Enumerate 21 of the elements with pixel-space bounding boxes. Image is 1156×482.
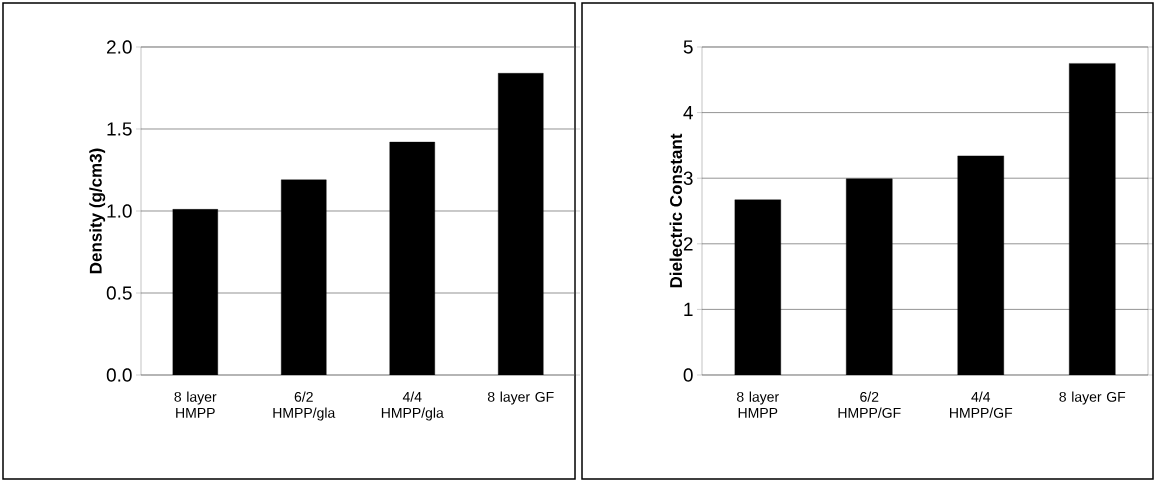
y-tick-label: 2	[683, 237, 693, 251]
x-tick-label: 8 layer GF	[1059, 391, 1126, 405]
x-tick-label: 4/4 HMPP/GF	[950, 391, 1013, 418]
y-axis-title: Density (g/cm3)	[89, 148, 106, 274]
x-tick-label: 8 layer HMPP	[174, 391, 217, 418]
x-tick-label: 6/2 HMPP/gla	[273, 391, 336, 421]
y-tick-label: 1.0	[107, 204, 132, 218]
y-tick-label: 1	[684, 302, 693, 316]
y-axis-title: Dielectric Constant	[669, 133, 683, 288]
y-tick-label: 0	[683, 368, 693, 382]
y-tick-label: 4	[683, 106, 693, 120]
y-tick-label: 1.5	[107, 122, 132, 136]
x-tick-label: 4/4 HMPP/gla	[381, 391, 444, 421]
x-tick-label: 8 layer HMPP	[736, 391, 779, 418]
x-tick-label: 8 layer GF	[487, 391, 554, 405]
x-tick-label: 6/2 HMPP/GF	[838, 391, 901, 418]
y-tick-label: 2.0	[107, 40, 132, 54]
y-tick-label: 5	[683, 40, 693, 54]
y-tick-label: 0.5	[106, 286, 132, 300]
y-tick-label: 3	[683, 171, 693, 185]
y-tick-label: 0.0	[106, 368, 132, 382]
